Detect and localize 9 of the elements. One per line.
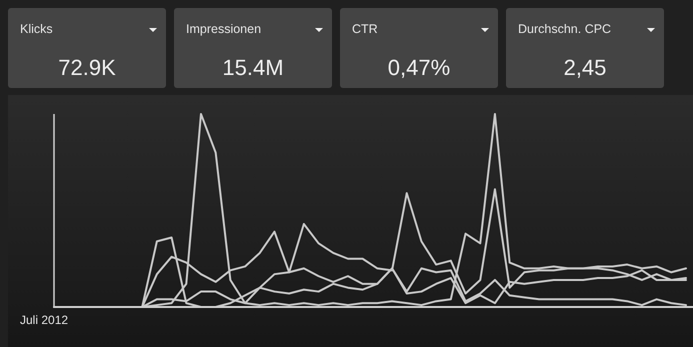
text: Klicks bbox=[20, 22, 53, 36]
text: 15.4M bbox=[222, 55, 284, 80]
text: 0,47% bbox=[388, 55, 450, 80]
text: 2,45 bbox=[564, 55, 606, 80]
text: Impressionen bbox=[186, 22, 262, 36]
text: Durchschn. CPC bbox=[518, 22, 612, 36]
text: Juli 2012 bbox=[20, 313, 68, 327]
text: CTR bbox=[352, 22, 378, 36]
text: 72.9K bbox=[58, 55, 116, 80]
